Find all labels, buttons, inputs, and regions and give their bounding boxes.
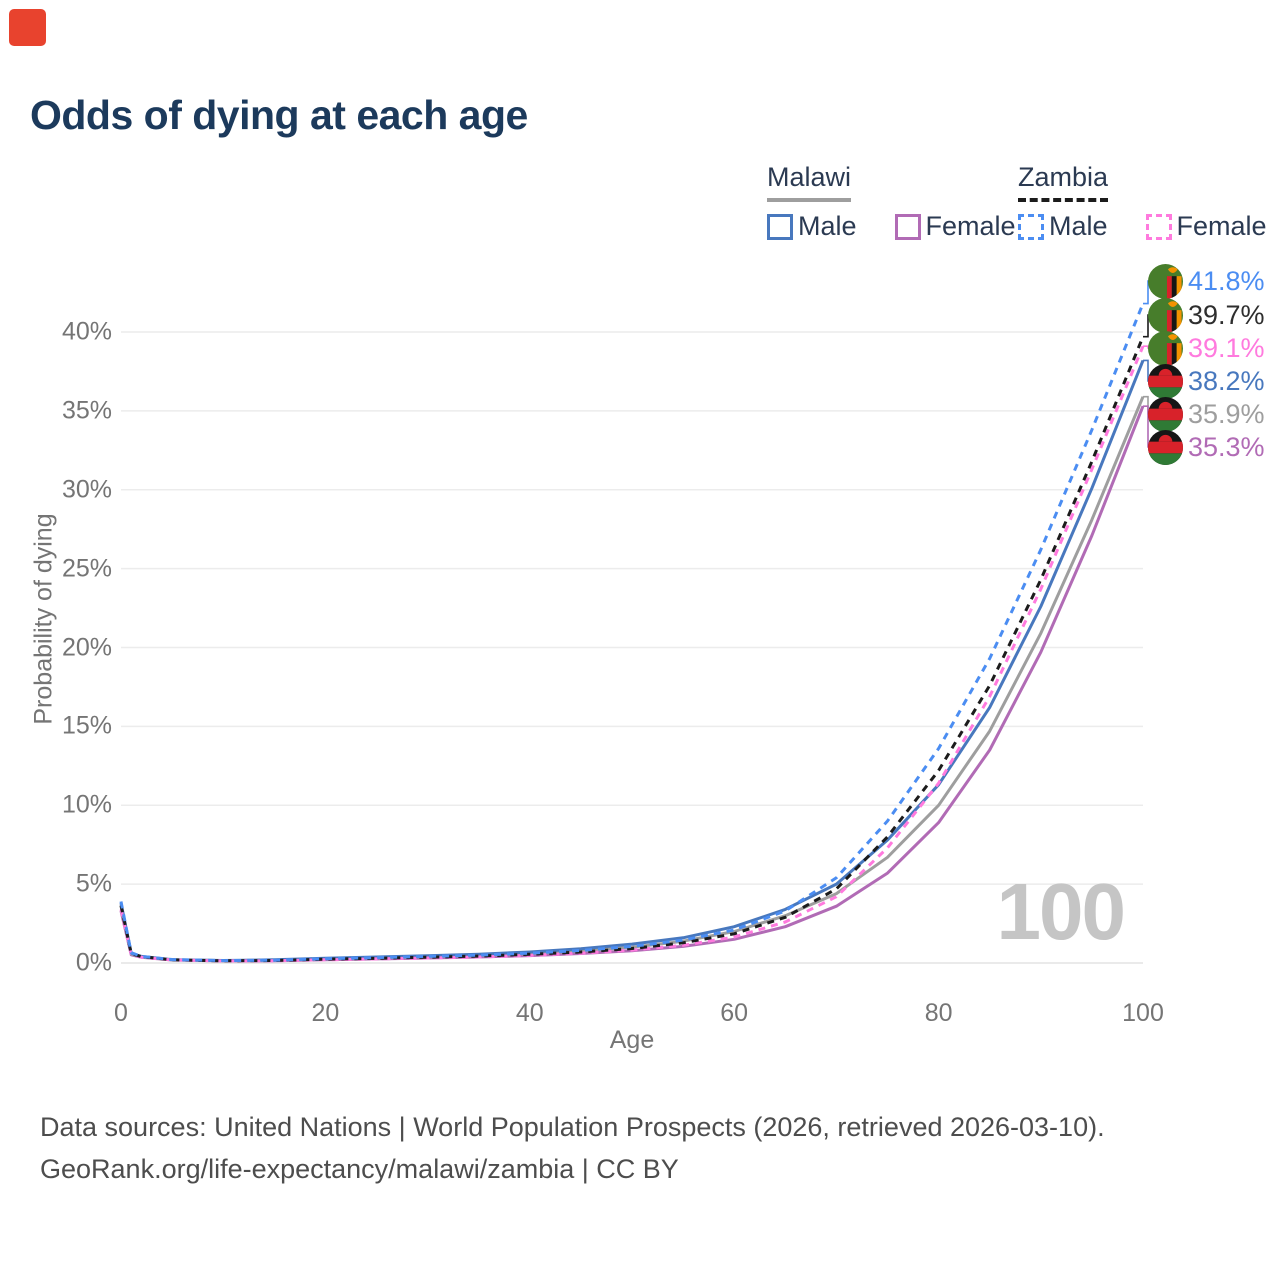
x-tick-100: 100 <box>1122 999 1164 1027</box>
end-value-malawi-female: 35.3% <box>1188 431 1265 462</box>
legend-item-zambia-female[interactable]: Female <box>1145 211 1267 242</box>
legend-label-zambia-male: Male <box>1049 211 1108 241</box>
age-counter-watermark: 100 <box>996 867 1126 956</box>
y-tick-30: 30% <box>61 475 112 504</box>
malawi-flag-icon <box>1148 363 1183 399</box>
y-tick-40: 40% <box>61 317 112 346</box>
legend-group-malawi: Malawi Male Female <box>767 162 1054 242</box>
zambia-flag-icon <box>1148 263 1183 299</box>
zambia-male-swatch-icon <box>1018 213 1044 240</box>
malawi-flag-icon <box>1148 429 1183 465</box>
x-tick-0: 0 <box>114 999 128 1027</box>
series-line-zambia-female <box>119 345 1145 963</box>
y-tick-15: 15% <box>61 711 112 740</box>
end-label-zambia-male: 41.8% <box>1148 263 1265 299</box>
footer: Data sources: United Nations | World Pop… <box>40 1106 1105 1190</box>
footer-data-sources: Data sources: United Nations | World Pop… <box>40 1112 1105 1142</box>
footer-attribution: GeoRank.org/life-expectancy/malawi/zambi… <box>40 1154 679 1184</box>
end-value-zambia-total: 39.7% <box>1188 299 1265 330</box>
x-tick-20: 20 <box>311 999 340 1027</box>
end-label-malawi-male: 38.2% <box>1148 363 1265 399</box>
y-tick-0: 0% <box>75 948 112 977</box>
red-logo-marker <box>9 9 46 46</box>
end-value-malawi-male: 38.2% <box>1188 365 1265 396</box>
end-label-zambia-female: 39.1% <box>1148 330 1265 366</box>
y-tick-10: 10% <box>61 790 112 819</box>
malawi-flag-icon <box>1148 396 1183 432</box>
legend-country-malawi[interactable]: Malawi <box>767 162 852 202</box>
series-line-malawi-male <box>119 359 1145 962</box>
y-tick-25: 25% <box>61 554 112 583</box>
end-value-zambia-male: 41.8% <box>1188 265 1265 296</box>
series-line-zambia <box>119 336 1145 963</box>
legend-label-malawi-male: Male <box>798 211 857 241</box>
legend-item-malawi-male[interactable]: Male <box>767 211 857 242</box>
end-label-malawi-total: 35.9% <box>1148 396 1265 432</box>
zambia-flag-icon <box>1148 297 1183 333</box>
y-tick-35: 35% <box>61 396 112 425</box>
legend-item-zambia-male[interactable]: Male <box>1018 211 1108 242</box>
y-tick-20: 20% <box>61 633 112 661</box>
page-title: Odds of dying at each age <box>30 92 528 138</box>
x-tick-80: 80 <box>924 999 953 1027</box>
end-label-malawi-female: 35.3% <box>1148 429 1265 465</box>
x-tick-60: 60 <box>720 999 749 1027</box>
series-line-zambia-male <box>119 303 1145 963</box>
legend-items-malawi: Male Female <box>767 211 1054 242</box>
end-label-zambia-total: 39.7% <box>1148 297 1265 333</box>
legend-country-zambia[interactable]: Zambia <box>1018 162 1109 202</box>
malawi-female-swatch-icon <box>894 213 921 240</box>
legend-label-malawi-female: Female <box>925 211 1016 241</box>
legend-group-zambia: Zambia Male Female <box>1018 162 1280 242</box>
x-tick-40: 40 <box>515 999 544 1027</box>
legend-label-zambia-female: Female <box>1176 211 1267 241</box>
legend-items-zambia: Male Female <box>1018 211 1280 242</box>
zambia-flag-icon <box>1148 330 1183 366</box>
zambia-female-swatch-icon <box>1145 213 1172 240</box>
end-value-zambia-female: 39.1% <box>1188 332 1265 363</box>
y-tick-5: 5% <box>75 869 112 898</box>
legend-item-malawi-female[interactable]: Female <box>894 211 1016 242</box>
malawi-male-swatch-icon <box>767 213 793 240</box>
y-axis-title: Probability of dying <box>29 513 58 725</box>
end-value-malawi-total: 35.9% <box>1188 398 1265 429</box>
x-axis-title: Age <box>609 1026 655 1054</box>
